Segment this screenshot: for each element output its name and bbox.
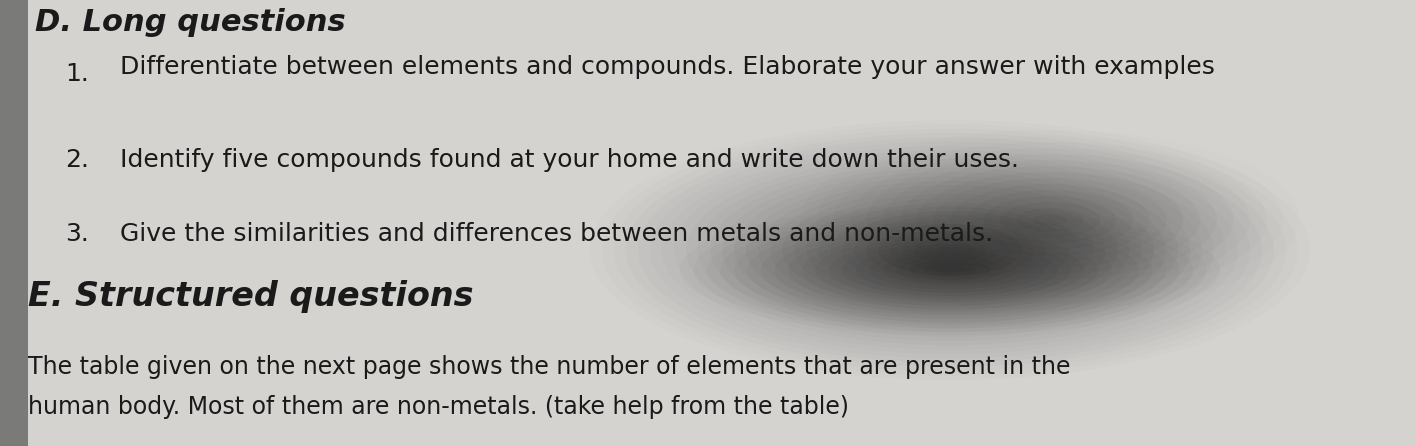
Text: Identify five compounds found at your home and write down their uses.: Identify five compounds found at your ho…: [120, 148, 1020, 172]
Ellipse shape: [882, 254, 1018, 286]
Text: D. Long questions: D. Long questions: [35, 8, 346, 37]
Ellipse shape: [1017, 208, 1083, 232]
Text: 3.: 3.: [65, 222, 89, 246]
Text: 1.: 1.: [65, 62, 89, 86]
Ellipse shape: [896, 257, 1004, 283]
Text: The table given on the next page shows the number of elements that are present i: The table given on the next page shows t…: [28, 355, 1070, 379]
Text: E. Structured questions: E. Structured questions: [28, 280, 473, 313]
Text: human body. Most of them are non-metals. (take help from the table): human body. Most of them are non-metals.…: [28, 395, 850, 419]
Text: Differentiate between elements and compounds. Elaborate your answer with example: Differentiate between elements and compo…: [120, 55, 1215, 79]
Ellipse shape: [936, 267, 963, 273]
Ellipse shape: [923, 264, 977, 277]
Bar: [0, 0, 28, 446]
Ellipse shape: [1000, 202, 1100, 238]
Ellipse shape: [909, 260, 991, 280]
Text: 2.: 2.: [65, 148, 89, 172]
Ellipse shape: [1034, 214, 1066, 226]
Text: Give the similarities and differences between metals and non-metals.: Give the similarities and differences be…: [120, 222, 993, 246]
